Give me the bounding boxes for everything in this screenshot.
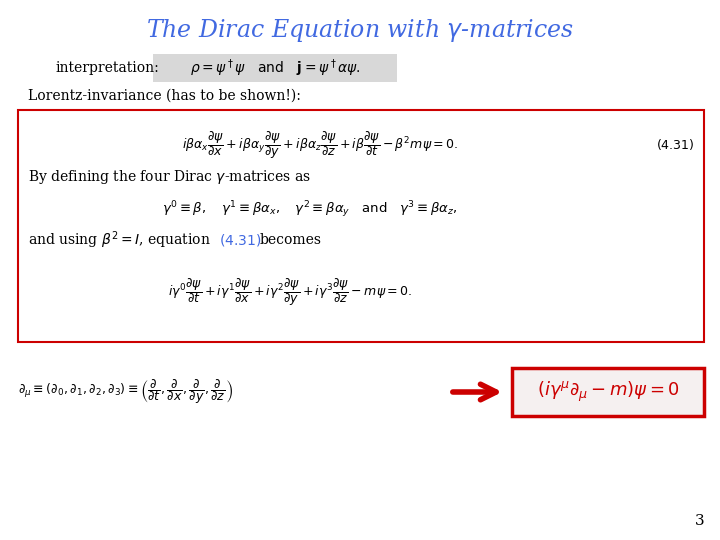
Text: and using $\beta^2 = I$, equation: and using $\beta^2 = I$, equation <box>28 229 211 251</box>
FancyArrowPatch shape <box>453 384 496 400</box>
Text: Lorentz-invariance (has to be shown!):: Lorentz-invariance (has to be shown!): <box>28 89 301 103</box>
Text: 3: 3 <box>696 514 705 528</box>
Text: $(4.31)$: $(4.31)$ <box>219 232 261 248</box>
FancyBboxPatch shape <box>153 54 397 82</box>
Text: By defining the four Dirac $\gamma$-matrices as: By defining the four Dirac $\gamma$-matr… <box>28 168 311 186</box>
FancyBboxPatch shape <box>18 110 704 342</box>
Text: $\gamma^0 \equiv \beta,\quad \gamma^1 \equiv \beta\alpha_x,\quad \gamma^2 \equiv: $\gamma^0 \equiv \beta,\quad \gamma^1 \e… <box>162 200 458 220</box>
Text: $i\beta\alpha_x\dfrac{\partial\psi}{\partial x} + i\beta\alpha_y\dfrac{\partial\: $i\beta\alpha_x\dfrac{\partial\psi}{\par… <box>182 129 458 161</box>
Text: interpretation:: interpretation: <box>55 61 158 75</box>
Text: becomes: becomes <box>260 233 322 247</box>
FancyBboxPatch shape <box>512 368 704 416</box>
Text: $(4.31)$: $(4.31)$ <box>657 138 695 152</box>
Text: $(i\gamma^\mu\partial_\mu - m)\psi = 0$: $(i\gamma^\mu\partial_\mu - m)\psi = 0$ <box>536 380 680 404</box>
Text: $i\gamma^0\dfrac{\partial\psi}{\partial t} + i\gamma^1\dfrac{\partial\psi}{\part: $i\gamma^0\dfrac{\partial\psi}{\partial … <box>168 276 412 308</box>
Text: $\partial_\mu \equiv (\partial_0, \partial_1, \partial_2, \partial_3) \equiv \le: $\partial_\mu \equiv (\partial_0, \parti… <box>18 377 233 407</box>
Text: The Dirac Equation with $\gamma$-matrices: The Dirac Equation with $\gamma$-matrice… <box>146 17 574 44</box>
Text: $\rho = \psi^\dagger\psi\quad\mathrm{and}\quad\mathbf{j} = \psi^\dagger\alpha\ps: $\rho = \psi^\dagger\psi\quad\mathrm{and… <box>189 57 361 79</box>
